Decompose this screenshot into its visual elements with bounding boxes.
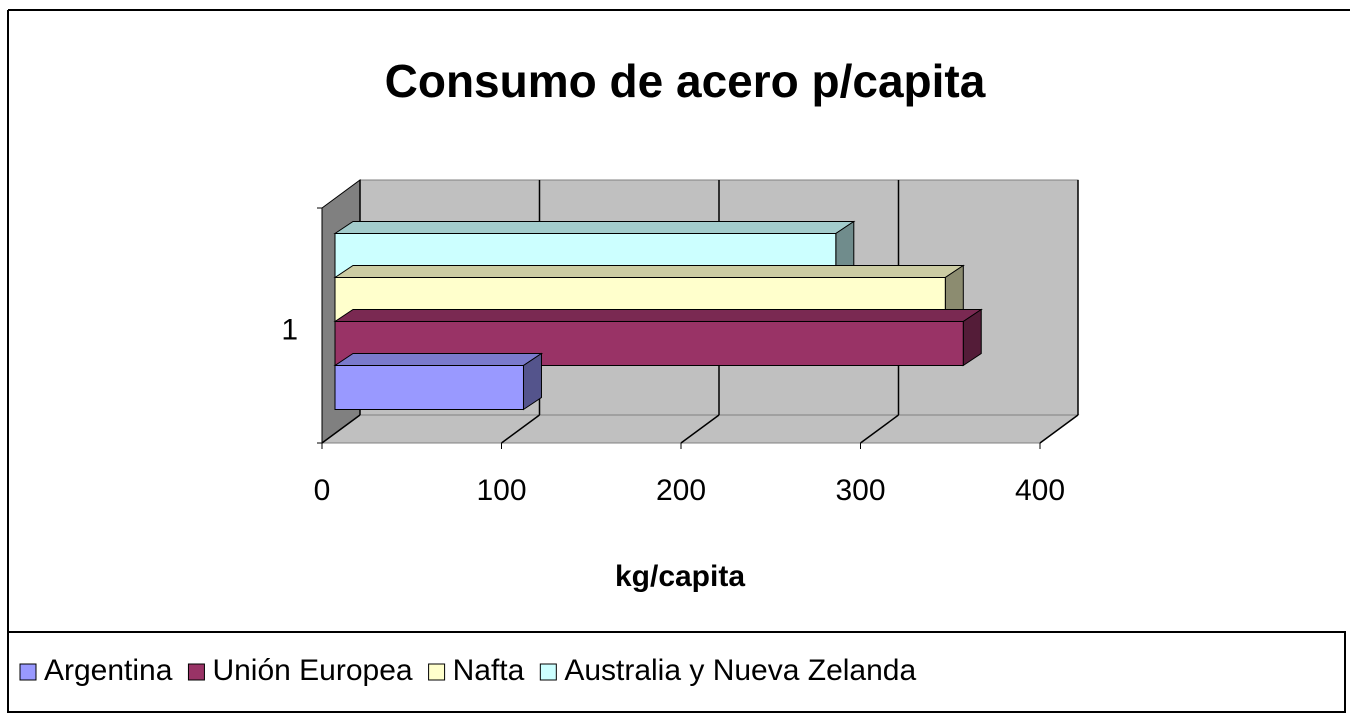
legend-swatch (187, 663, 205, 681)
legend-label: Argentina (44, 654, 173, 687)
x-tick-label: 300 (835, 474, 885, 507)
floor-grid-line (680, 414, 720, 444)
floor-grid-line (1039, 414, 1079, 444)
legend (7, 631, 1346, 713)
x-axis-title: kg/capita (615, 560, 745, 593)
legend-swatch (19, 663, 37, 681)
legend-label: Nafta (453, 654, 525, 687)
legend-swatch (428, 663, 446, 681)
legend-label: Unión Europea (212, 654, 412, 687)
legend-swatch (539, 663, 557, 681)
x-tick-label: 0 (314, 474, 331, 507)
bar-top (333, 265, 965, 278)
plot-area: 0 100 200 300 400 1 (281, 179, 1080, 507)
chart-title: Consumo de acero p/capita (385, 55, 986, 107)
bar (333, 308, 983, 367)
floor-grid-line (860, 414, 899, 444)
legend-items: Argentina Unión Europea Nafta Australia y N… (19, 654, 916, 687)
y-tick-label: 1 (281, 313, 298, 346)
bar-top (333, 309, 983, 322)
x-tick-label: 100 (476, 474, 526, 507)
legend-label: Australia y Nueva Zelanda (564, 654, 916, 687)
bar-face (334, 365, 524, 410)
bar (333, 352, 544, 411)
floor-grid-line (321, 414, 361, 444)
floor-grid-line (501, 414, 540, 444)
bar-top (333, 353, 544, 366)
bar-top (333, 221, 856, 234)
x-tick-label: 400 (1015, 474, 1065, 507)
x-tick-label: 200 (656, 474, 706, 507)
